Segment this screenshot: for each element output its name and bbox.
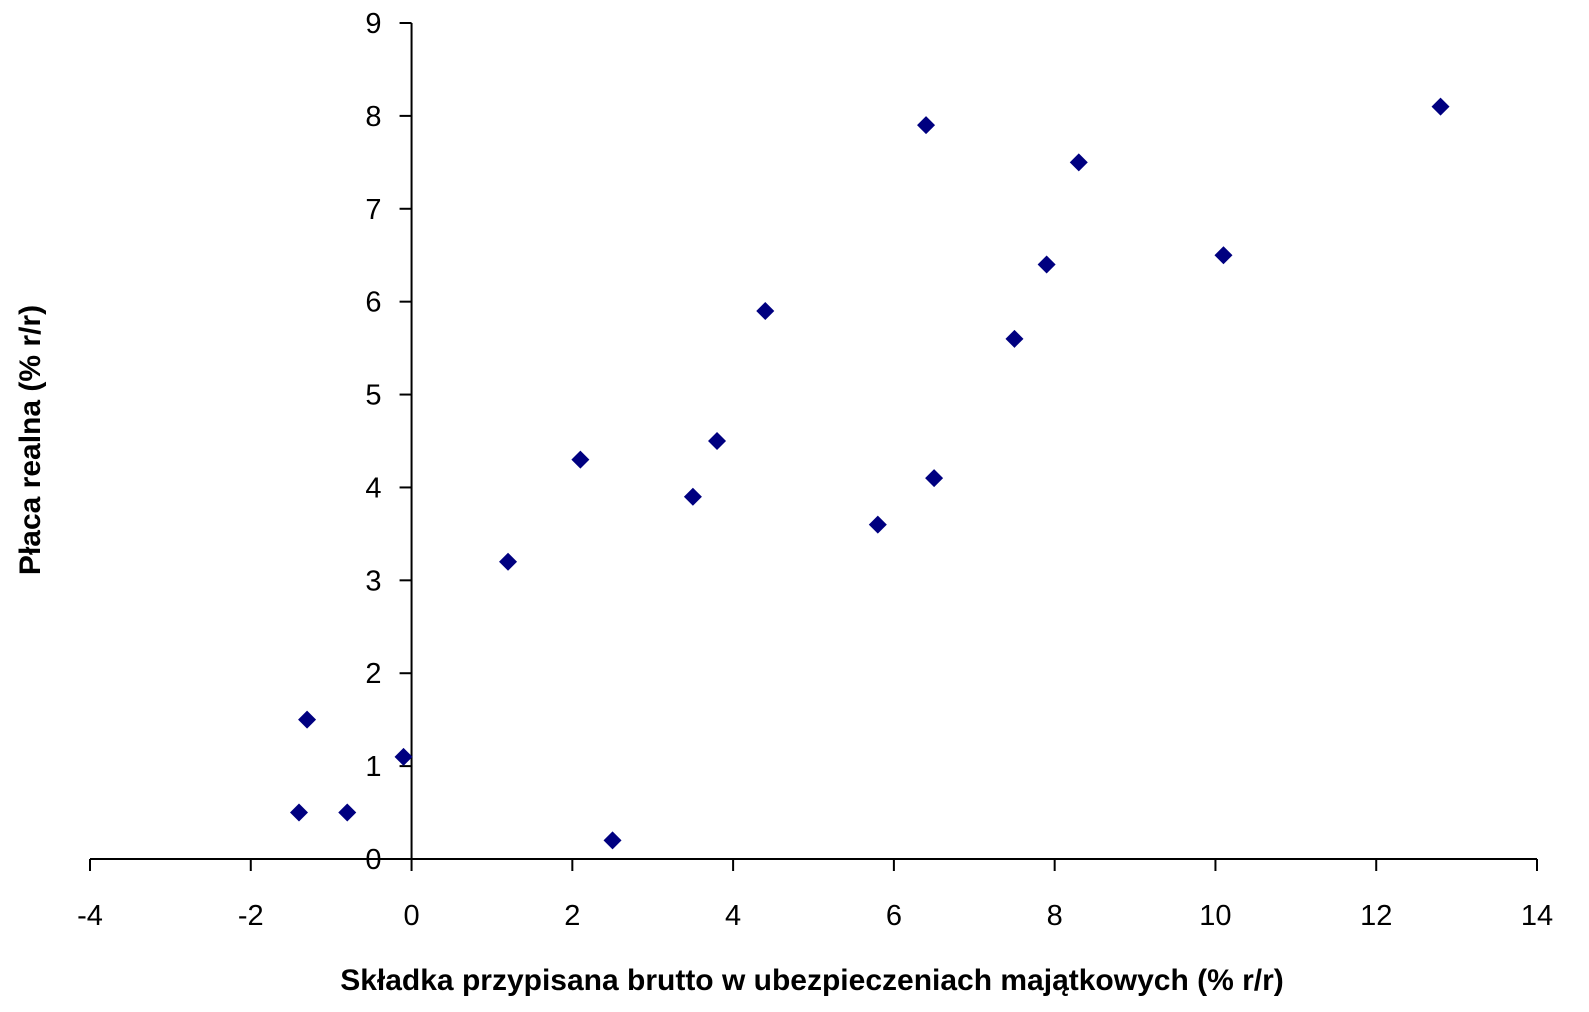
data-point bbox=[1214, 246, 1233, 265]
x-tick-label: 14 bbox=[1521, 900, 1553, 932]
x-tick-label: 8 bbox=[1047, 900, 1063, 932]
x-axis-title: Składka przypisana brutto w ubezpieczeni… bbox=[340, 964, 1284, 997]
y-tick-label: 5 bbox=[365, 380, 381, 412]
x-axis: -4 -2 0 2 4 6 8 10 12 14 bbox=[77, 858, 1553, 932]
y-axis: 0 1 2 3 4 5 6 7 8 9 bbox=[365, 8, 413, 876]
x-tick-label: 6 bbox=[886, 900, 902, 932]
y-tick-label: 4 bbox=[365, 472, 381, 504]
data-point bbox=[683, 487, 702, 506]
data-point bbox=[868, 515, 887, 534]
data-point bbox=[298, 710, 317, 729]
x-tick-label: 12 bbox=[1360, 900, 1392, 932]
data-point bbox=[1005, 329, 1024, 348]
x-tick-label: -4 bbox=[77, 900, 103, 932]
y-tick-label: 9 bbox=[365, 8, 381, 40]
data-point bbox=[499, 552, 518, 571]
x-tick-label: 0 bbox=[403, 900, 419, 932]
x-tick-label: 10 bbox=[1199, 900, 1231, 932]
x-tick-label: 2 bbox=[564, 900, 580, 932]
y-tick-label: 3 bbox=[365, 565, 381, 597]
data-point bbox=[708, 432, 727, 450]
data-point bbox=[1069, 153, 1088, 172]
data-point bbox=[917, 116, 936, 135]
data-point bbox=[603, 831, 622, 850]
x-tick-label: 4 bbox=[725, 900, 741, 932]
data-points bbox=[290, 97, 1450, 850]
x-tick-label: -2 bbox=[238, 900, 264, 932]
data-point bbox=[1431, 97, 1450, 116]
data-point bbox=[1037, 255, 1056, 274]
y-tick-label: 7 bbox=[365, 194, 381, 226]
y-tick-label: 2 bbox=[365, 658, 381, 690]
data-point bbox=[394, 747, 413, 766]
y-axis-title: Płaca realna (% r/r) bbox=[14, 305, 47, 575]
data-point bbox=[571, 450, 590, 469]
data-point bbox=[290, 803, 309, 822]
y-tick-label: 8 bbox=[365, 101, 381, 133]
y-tick-label: 6 bbox=[365, 287, 381, 319]
data-point bbox=[925, 469, 944, 488]
y-tick-label: 0 bbox=[365, 844, 381, 876]
data-point bbox=[756, 301, 775, 320]
y-tick-label: 1 bbox=[365, 751, 381, 783]
data-point bbox=[338, 803, 357, 822]
